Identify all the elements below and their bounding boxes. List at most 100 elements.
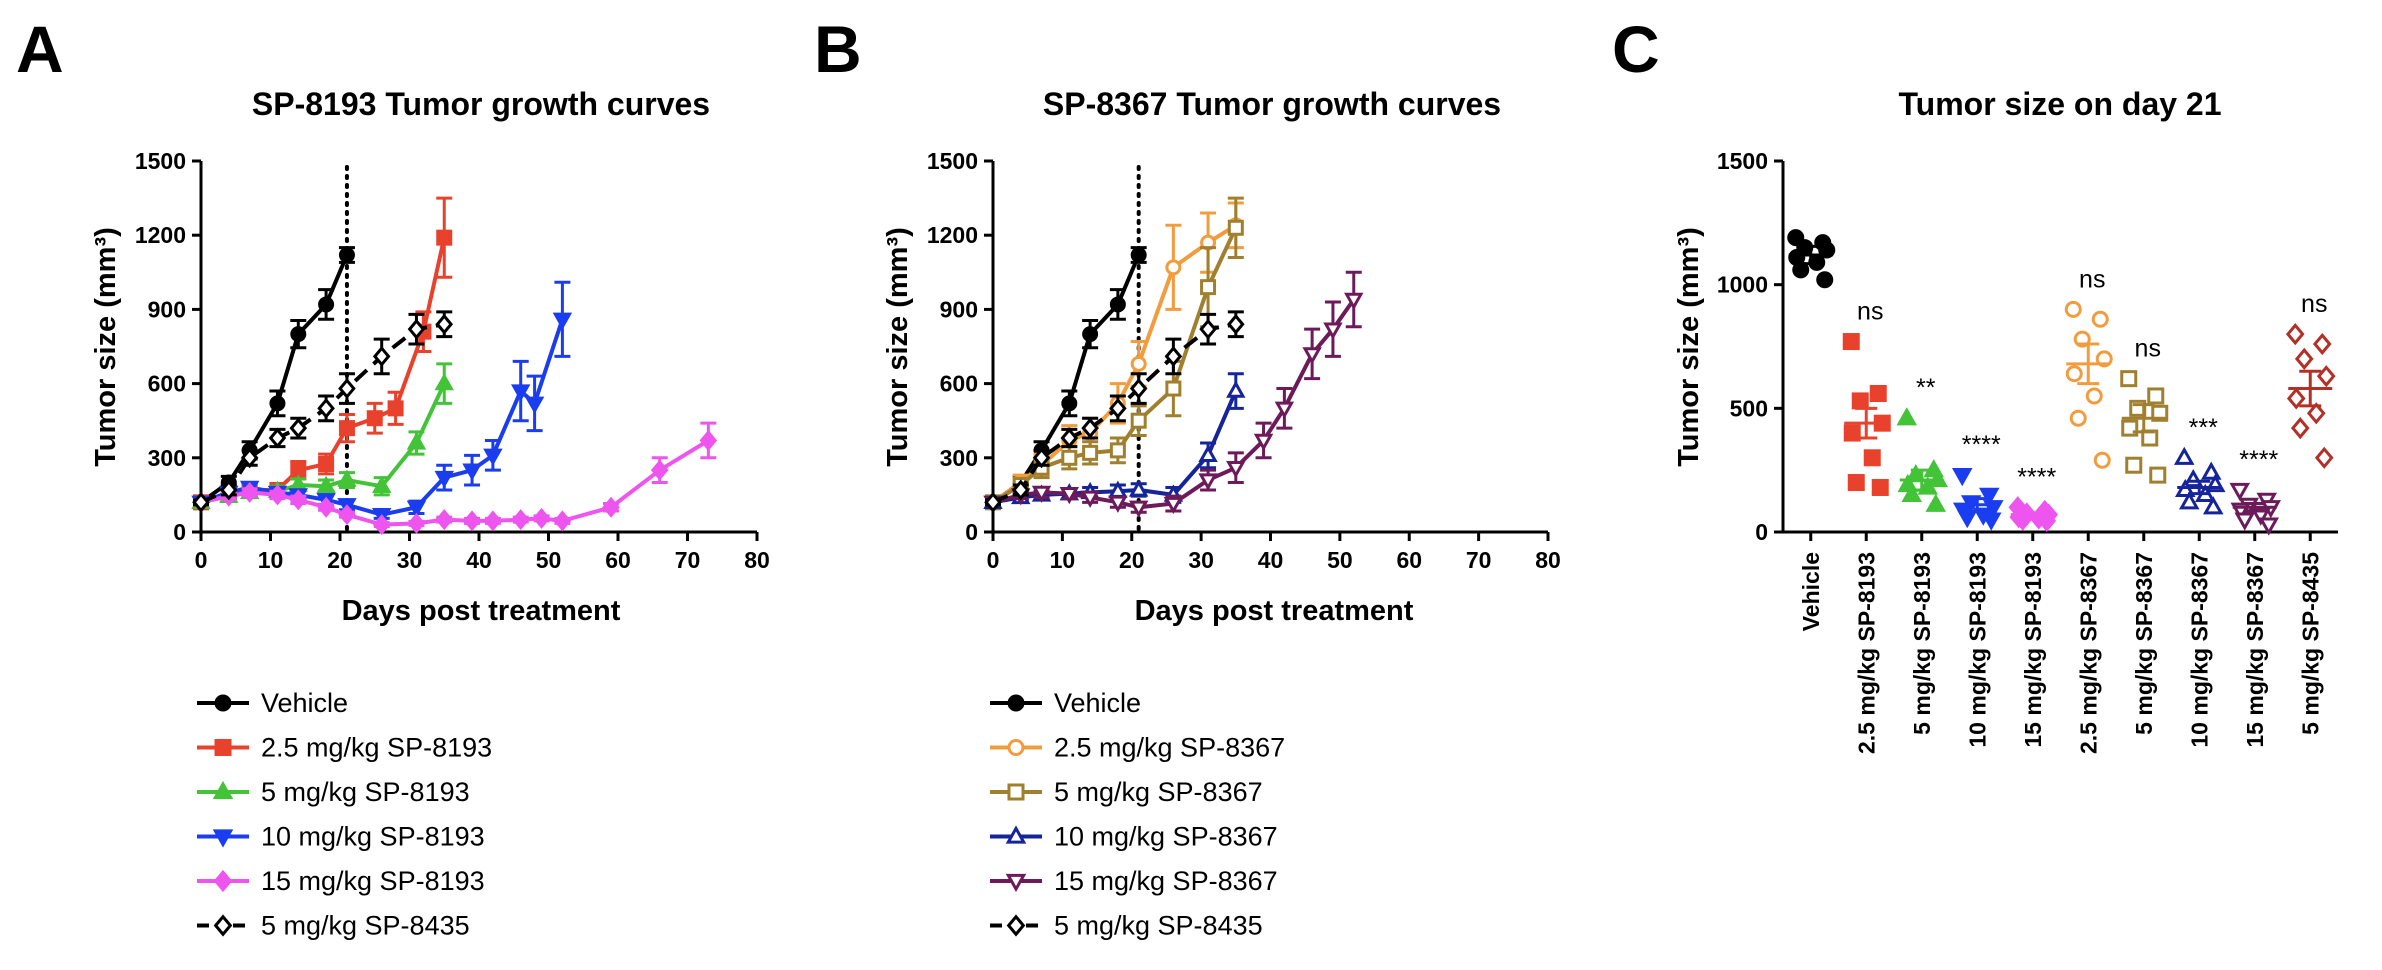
panel-b-y-tick-label: 1200 [927,222,978,248]
panel-b-x-tick-label: 50 [1327,547,1353,573]
panel-a-x-tick-label: 60 [605,547,631,573]
panel-a-series-5-mg-kg-sp-8435-line [200,322,445,505]
panel-b-legend-label: Vehicle [1054,688,1141,718]
panel-a-series-5-mg-kg-sp-8435-point [317,397,335,419]
panel-a-series-2-5-mg-kg-sp-8193-point [366,410,383,427]
panel-b-x-tick-label: 10 [1050,547,1076,573]
panel-b-series-15-mg-kg-sp-8367-point [1080,490,1100,508]
panel-b-x-tick-label: 80 [1535,547,1561,573]
panel-b-series-15-mg-kg-sp-8367-point [1128,500,1149,518]
panel-c-category-label: 10 mg/kg SP-8193 [1964,552,1990,748]
panel-a-series-5-mg-kg-sp-8435-point [220,479,238,501]
panel-b-series-vehicle-point [1109,296,1126,313]
panel-b-y-tick-label: 300 [940,445,978,471]
panel-c-group-2-5-mg-kg-sp-8193-point [1847,474,1865,492]
panel-c-group-2-5-mg-kg-sp-8367-point [2085,387,2103,405]
panel-c-group-2-5-mg-kg-sp-8193-point [1863,449,1881,467]
panel-b-legend-item-10-mg-kg-sp-8367: 10 mg/kg SP-8367 [990,822,1278,852]
panel-b-x-axis-label: Days post treatment [1135,595,1414,627]
panel-a-series-5-mg-kg-sp-8435 [192,310,454,513]
panel-b-legend-marker [1007,739,1025,756]
panel-b-series-10-mg-kg-sp-8367-point [1226,380,1246,398]
panel-c-group-10-mg-kg-sp-8193-point [1980,512,2002,531]
panel-c: C Tumor size on day 21 Tumor size (mm³) … [1612,12,2338,754]
panel-b-y-tick-label: 900 [940,296,978,322]
panel-a-y-tick-label: 1500 [135,148,186,174]
panel-b-series-15-mg-kg-sp-8367-point [1198,473,1218,491]
panel-c-group-vehicle-point [1816,271,1834,289]
panel-b-legend-label: 10 mg/kg SP-8367 [1054,822,1278,852]
panel-b-series-5-mg-kg-sp-8435-point [1227,313,1245,335]
panel-a-series-10-mg-kg-sp-8193-point [510,384,531,402]
panel-c-category-label: 15 mg/kg SP-8193 [2020,552,2046,748]
panel-a-x-tick-label: 30 [397,547,423,573]
panel-b-label: B [814,12,862,86]
panel-b-series-15-mg-kg-sp-8367-point [1059,486,1080,505]
panel-a-series-5-mg-kg-sp-8435-point [338,378,356,400]
panel-c-significance-label: *** [2189,414,2218,442]
panel-b-legend-item-5-mg-kg-sp-8367: 5 mg/kg SP-8367 [990,777,1263,807]
panel-c-group-10-mg-kg-sp-8367-point [2200,461,2222,480]
panel-c-group-10-mg-kg-sp-8367-point [2178,491,2200,510]
panel-b-series-15-mg-kg-sp-8367-point [1323,322,1343,340]
panel-c-group-5-mg-kg-sp-8435: 5 mg/kg SP-8435 ns [2285,290,2336,735]
panel-b-title: SP-8367 Tumor growth curves [1043,86,1501,122]
panel-c-significance-label: ** [1916,374,1936,402]
panel-c-group-10-mg-kg-sp-8193-point [1956,510,1978,529]
panel-c-group-2-5-mg-kg-sp-8193-point [1871,478,1889,496]
panel-a-legend-item-10-mg-kg-sp-8193: 10 mg/kg SP-8193 [197,822,485,852]
panel-b-series-5-mg-kg-sp-8435-point [1164,345,1183,367]
panel-b-legend: Vehicle 2.5 mg/kg SP-8367 5 mg/kg SP-8367 1… [990,688,1285,941]
panel-c-group-vehicle: Vehicle [1787,229,1836,631]
panel-b-series-5-mg-kg-sp-8435-point [984,491,1002,513]
panel-b-x-tick-label: 70 [1466,547,1492,573]
panel-a-legend-label: 2.5 mg/kg SP-8193 [261,733,492,763]
panel-b-series-15-mg-kg-sp-8367-point [1108,495,1128,513]
panel-b-series-15-mg-kg-sp-8367-point [1226,460,1246,479]
panel-c-group-5-mg-kg-sp-8435-point [2312,332,2332,356]
panel-a-series-2-5-mg-kg-sp-8193-point [387,400,404,417]
panel-c-y-tick-label: 1500 [1717,148,1768,174]
panel-b-series-15-mg-kg-sp-8367-point [1274,401,1295,419]
panel-b-series-5-mg-kg-sp-8367-point [1130,412,1147,429]
panel-b-legend-label: 2.5 mg/kg SP-8367 [1054,733,1285,763]
panel-b-series-5-mg-kg-sp-8367-point [1227,219,1244,236]
panel-b-plot-area: 0 10 20 30 40 50 60 70 80 0 300 600 900 1200 1500 [927,148,1561,573]
panel-c-group-10-mg-kg-sp-8367-point [2202,496,2224,515]
panel-a-series-5-mg-kg-sp-8435-point [192,491,210,513]
panel-b-legend-label: 5 mg/kg SP-8435 [1054,911,1263,941]
panel-a-series-15-mg-kg-sp-8193-point [268,484,287,506]
panel-b-x-tick-label: 20 [1119,547,1145,573]
panel-b-legend-item-2-5-mg-kg-sp-8367: 2.5 mg/kg SP-8367 [990,733,1285,763]
panel-a-legend-marker [212,780,234,800]
panel-c-significance-label: ns [2301,290,2327,318]
panel-b-series-vehicle-point [1130,246,1147,263]
panel-c-group-15-mg-kg-sp-8367-point [2258,517,2280,536]
panel-c-significance-label: ns [2135,335,2161,363]
panel-b-series-5-mg-kg-sp-8367-point [1061,449,1078,466]
panel-c-group-2-5-mg-kg-sp-8367-point [2091,310,2109,328]
panel-a-legend-label: 5 mg/kg SP-8193 [261,777,470,807]
panel-b-x-tick-label: 0 [987,547,1000,573]
panel-a-legend-marker [214,694,232,712]
panel-c-group-5-mg-kg-sp-8367-point [2147,387,2165,405]
panel-b-legend-marker [1005,825,1027,844]
panel-a-series-5-mg-kg-sp-8435-point [240,447,259,469]
panel-c-category-label: 10 mg/kg SP-8367 [2186,552,2212,748]
panel-a-x-tick-label: 10 [258,547,284,573]
panel-b-series-2-5-mg-kg-sp-8367-point [1130,355,1147,372]
panel-a-series-15-mg-kg-sp-8193-point [484,510,502,532]
panel-b-series-5-mg-kg-sp-8435-point [1129,378,1148,400]
panel-c-significance-label: **** [2239,446,2278,474]
panel-b-series-15-mg-kg-sp-8367-point [1163,496,1184,515]
panel-a-legend-item-vehicle: Vehicle [197,688,348,718]
panel-b-series-15-mg-kg-sp-8367-point [1344,292,1364,311]
panel-a-legend-item-5-mg-kg-sp-8193: 5 mg/kg SP-8193 [197,777,470,807]
panel-c-group-5-mg-kg-sp-8435-point [2314,446,2334,469]
panel-a: A SP-8193 Tumor growth curves Days post … [16,12,770,941]
panel-a-legend-marker [213,869,233,893]
panel-a-series-10-mg-kg-sp-8193-point [406,500,427,518]
panel-c-group-5-mg-kg-sp-8435-point [2294,347,2314,370]
panel-b-y-tick-label: 1500 [927,148,978,174]
